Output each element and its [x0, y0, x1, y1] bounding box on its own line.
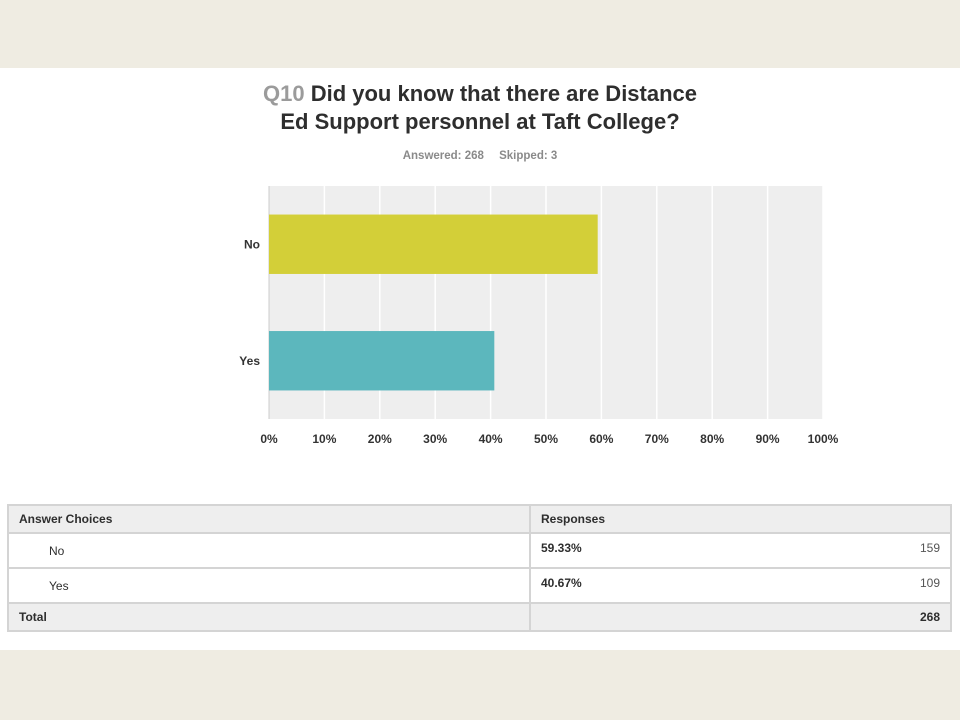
response-count: 159	[919, 540, 940, 555]
header-answer-choices: Answer Choices	[7, 504, 531, 534]
bar-no	[269, 214, 598, 274]
table-header-row: Answer Choices Responses	[7, 504, 952, 534]
bar-chart: 0% 10% 20% 30% 40% 50% 60% 70% 80% 90% 100% No Yes	[239, 186, 839, 446]
bar-yes	[269, 331, 495, 391]
table-row: Yes 40.67% 109	[7, 567, 952, 604]
choice-cell: Yes	[7, 567, 531, 604]
response-stats: Answered: 268 Skipped: 3	[0, 150, 960, 162]
response-cell: 40.67% 109	[529, 567, 952, 604]
table-row: No 59.33% 159	[7, 532, 952, 569]
slide: Q10 Did you know that there are Distance…	[0, 68, 960, 650]
response-cell: 59.33% 159	[529, 532, 952, 569]
category-label: Yes	[239, 354, 260, 368]
x-tick-label: 10%	[312, 432, 336, 446]
x-tick-label: 100%	[808, 432, 839, 446]
response-count: 109	[919, 575, 940, 590]
question-number: Q10	[262, 81, 305, 106]
question-title-line1: Q10 Did you know that there are Distance	[0, 80, 960, 108]
answered-count: Answered: 268	[402, 150, 484, 162]
x-tick-label: 20%	[368, 432, 392, 446]
skipped-count: Skipped: 3	[499, 150, 558, 162]
question-title-line2: Ed Support personnel at Taft College?	[280, 109, 680, 134]
response-percent: 40.67%	[541, 575, 582, 590]
x-tick-label: 70%	[645, 432, 669, 446]
x-tick-label: 80%	[700, 432, 724, 446]
x-tick-label: 60%	[589, 432, 613, 446]
responses-table: Answer Choices Responses No 59.33% 159 Y…	[7, 504, 952, 632]
header-responses: Responses	[529, 504, 952, 534]
table-total-row: Total 268	[7, 602, 952, 632]
x-tick-label: 40%	[479, 432, 503, 446]
total-count: 268	[919, 610, 940, 624]
choice-cell: No	[7, 532, 531, 569]
total-label: Total	[7, 602, 531, 632]
x-tick-label: 90%	[756, 432, 780, 446]
response-percent: 59.33%	[541, 540, 582, 555]
x-tick-label: 0%	[260, 432, 278, 446]
x-tick-label: 50%	[534, 432, 558, 446]
total-cell: 268	[529, 602, 952, 632]
category-label: No	[244, 237, 260, 251]
x-tick-label: 30%	[423, 432, 447, 446]
question-text-line1: Did you know that there are Distance	[310, 81, 698, 106]
